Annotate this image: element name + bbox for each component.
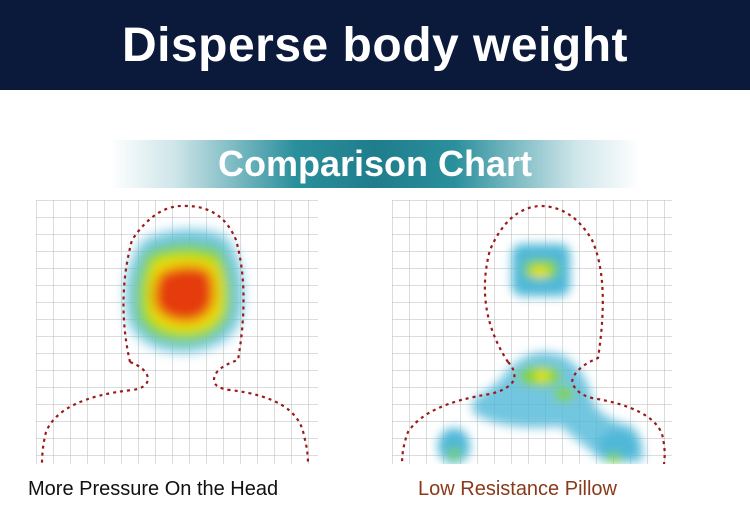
caption-low-resistance: Low Resistance Pillow [418, 478, 617, 500]
head-outline-left [40, 360, 150, 464]
page-title: Disperse body weight [121, 18, 629, 72]
pressure-map-low-resistance [392, 200, 682, 464]
heat-blob-head [126, 229, 243, 352]
heat-blobs-dispersed [438, 244, 643, 464]
subtitle: Comparison Chart [217, 143, 533, 184]
pressure-map-standard-graphic [36, 200, 326, 464]
subtitle-band: Comparison Chart [110, 140, 640, 188]
caption-standard: More Pressure On the Head [28, 478, 279, 500]
pressure-map-standard [36, 200, 326, 464]
head-outline-left [400, 361, 516, 464]
head-outline-right [483, 204, 666, 464]
pressure-map-low-resistance-graphic [392, 200, 682, 464]
head-outline-right [122, 204, 310, 464]
header-banner: Disperse body weight [0, 0, 750, 90]
